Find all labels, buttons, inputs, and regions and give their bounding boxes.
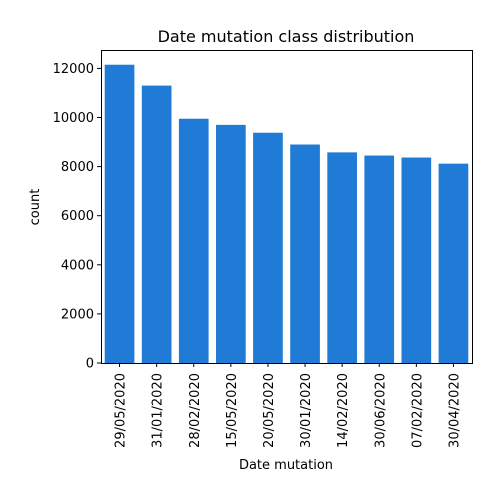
bar-1 [104,64,135,363]
bar-6 [290,144,320,363]
x-axis: 29/05/2020 31/01/2020 28/02/2020 15/05/2020… [114,363,462,448]
x-tick-label: 28/02/2020 [188,373,203,448]
x-tick-label: 30/06/2020 [373,373,388,448]
x-tick-label: 30/04/2020 [447,373,462,448]
y-tick-label: 2000 [61,307,94,322]
y-tick-label: 4000 [61,258,94,273]
y-tick-label: 6000 [61,209,94,224]
x-tick-label: 07/02/2020 [410,373,425,448]
chart-title: Date mutation class distribution [158,27,415,46]
x-tick-label: 30/01/2020 [299,373,314,448]
y-tick-label: 8000 [61,160,94,175]
x-axis-title: Date mutation [239,458,333,473]
bar-9 [401,157,432,363]
bar-8 [364,155,395,363]
y-axis-title: count [28,189,43,226]
plot-frame [101,50,473,364]
x-tick-label: 20/05/2020 [262,373,277,448]
y-tick-label: 0 [86,357,94,372]
y-axis: 0 2000 4000 6000 8000 10000 12000 [53,62,101,372]
y-tick-label: 12000 [53,62,94,77]
y-tick-label: 10000 [53,111,94,126]
bar-4 [216,124,246,364]
bars-group [104,64,469,364]
x-tick-label: 14/02/2020 [336,373,351,448]
bar-3 [178,118,209,364]
bar-10 [438,163,469,363]
x-tick-label: 15/05/2020 [225,373,240,448]
bar-7 [327,152,357,363]
bar-2 [141,85,172,363]
bar-5 [253,132,283,363]
x-tick-label: 29/05/2020 [114,373,129,448]
x-tick-label: 31/01/2020 [151,373,166,448]
